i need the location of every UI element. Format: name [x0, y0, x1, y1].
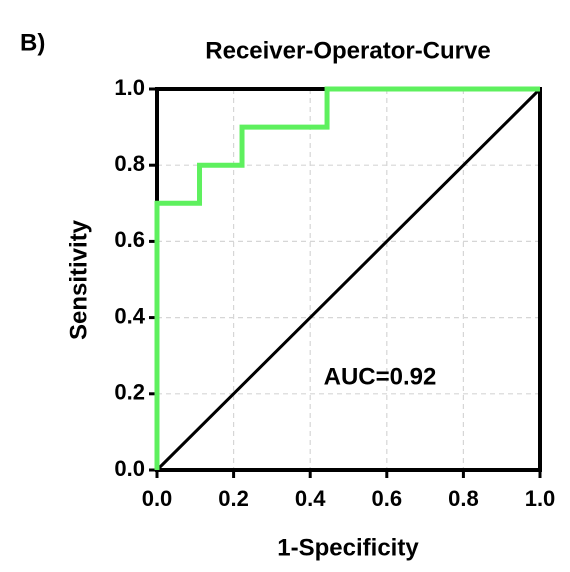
x-axis-label: 1-Specificity [277, 534, 419, 561]
x-tick-label: 1.0 [525, 486, 556, 511]
y-tick-label: 0.4 [114, 303, 145, 328]
chart-title: Receiver-Operator-Curve [205, 37, 490, 64]
x-tick-label: 0.6 [372, 486, 403, 511]
annotation: AUC=0.92 [324, 363, 437, 390]
y-axis-label: Sensitivity [65, 219, 92, 340]
x-tick-label: 0.8 [448, 486, 479, 511]
y-tick-label: 0.2 [114, 380, 145, 405]
panel-label: B) [20, 29, 45, 56]
roc-line [154, 86, 540, 470]
x-tick-label: 0.2 [218, 486, 249, 511]
y-tick-label: 0.6 [114, 227, 145, 252]
x-tick-label: 0.0 [142, 486, 173, 511]
y-tick-label: 0.8 [114, 151, 145, 176]
y-tick-label: 0.0 [114, 456, 145, 481]
y-tick-label: 1.0 [114, 75, 145, 100]
x-tick-label: 0.4 [295, 486, 326, 511]
roc-line [155, 87, 542, 472]
